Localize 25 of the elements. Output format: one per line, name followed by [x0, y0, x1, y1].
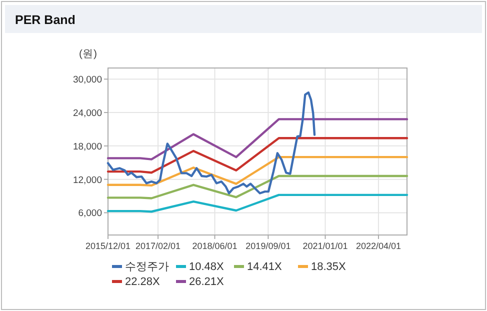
y-axis-title: (원) [79, 48, 97, 60]
x-tick-label: 2021/01/01 [302, 241, 348, 251]
line-series [106, 174, 408, 200]
y-tick-label: 18,000 [72, 141, 102, 152]
line-series [106, 91, 316, 194]
x-tick-label: 2017/02/01 [136, 241, 181, 251]
x-tick-label: 2015/12/01 [85, 241, 131, 251]
x-tick-label: 2019/09/01 [246, 241, 291, 251]
line-series [106, 137, 408, 174]
y-tick-label: 24,000 [72, 108, 102, 120]
line-series [106, 156, 408, 187]
legend-label: 22.28X [125, 276, 161, 288]
x-tick-label: 2022/04/01 [356, 241, 401, 251]
y-tick-label: 6,000 [78, 208, 102, 220]
y-tick-label: 30,000 [72, 74, 102, 86]
legend-label: 18.35X [311, 261, 347, 273]
chart-title: PER Band [15, 13, 76, 27]
line-series [106, 118, 408, 160]
x-tick-label: 2018/06/01 [192, 241, 238, 251]
legend-label: 10.48X [189, 261, 225, 273]
y-tick-label: 12,000 [72, 174, 102, 186]
legend-label: 26.21X [189, 276, 225, 288]
legend-label: 수정주가 [125, 261, 169, 273]
line-series [106, 194, 408, 213]
legend-label: 14.41X [247, 261, 283, 273]
